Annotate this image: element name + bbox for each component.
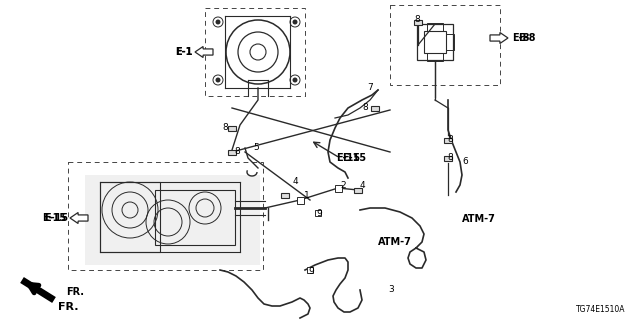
Text: E-15: E-15 <box>44 213 68 223</box>
Text: E-8: E-8 <box>512 33 529 43</box>
Polygon shape <box>195 46 213 58</box>
Text: E-8: E-8 <box>518 33 536 43</box>
Bar <box>335 185 342 191</box>
Text: 8: 8 <box>414 14 420 23</box>
Bar <box>390 5 500 85</box>
Text: 8: 8 <box>222 124 228 132</box>
Text: 5: 5 <box>253 143 259 153</box>
Bar <box>307 267 313 273</box>
Bar <box>68 162 263 270</box>
Bar <box>228 149 236 155</box>
Text: E-1: E-1 <box>175 47 192 57</box>
Bar <box>427 53 443 61</box>
Bar <box>205 8 305 96</box>
Bar <box>446 34 454 50</box>
Bar <box>354 188 362 193</box>
Text: FR.: FR. <box>66 287 84 297</box>
Text: 8: 8 <box>447 135 452 145</box>
Bar <box>427 23 443 31</box>
Text: 3: 3 <box>388 285 394 294</box>
Circle shape <box>292 20 298 25</box>
Text: 2: 2 <box>340 180 346 189</box>
Text: 8: 8 <box>447 154 452 163</box>
Text: 6: 6 <box>462 157 468 166</box>
Bar <box>281 193 289 197</box>
Circle shape <box>216 20 221 25</box>
Text: 1: 1 <box>304 191 310 201</box>
Circle shape <box>216 77 221 83</box>
Bar <box>228 125 236 131</box>
Bar <box>414 20 422 25</box>
Circle shape <box>292 77 298 83</box>
Text: 7: 7 <box>367 84 372 92</box>
Text: ATM-7: ATM-7 <box>378 237 412 247</box>
Bar <box>296 196 303 204</box>
Text: 4: 4 <box>293 178 299 187</box>
Bar <box>155 190 235 245</box>
Text: 4: 4 <box>360 180 365 189</box>
Text: E-15: E-15 <box>342 153 366 163</box>
Bar <box>371 106 379 110</box>
Bar <box>100 182 160 252</box>
Text: 9: 9 <box>308 268 314 276</box>
Text: 8: 8 <box>234 148 240 156</box>
Text: 8: 8 <box>362 103 368 113</box>
Text: 9: 9 <box>316 210 322 219</box>
Text: E-1: E-1 <box>175 47 192 57</box>
Polygon shape <box>490 33 508 44</box>
Text: E-15: E-15 <box>42 213 66 223</box>
Bar <box>85 175 260 265</box>
Text: TG74E1510A: TG74E1510A <box>575 305 625 314</box>
Bar <box>315 210 321 216</box>
Bar <box>444 156 452 161</box>
Bar <box>417 24 453 60</box>
Bar <box>424 31 446 53</box>
Bar <box>444 138 452 142</box>
Text: ATM-7: ATM-7 <box>462 214 496 224</box>
Polygon shape <box>70 212 88 223</box>
Text: E-15: E-15 <box>336 153 360 163</box>
Text: FR.: FR. <box>58 302 79 312</box>
